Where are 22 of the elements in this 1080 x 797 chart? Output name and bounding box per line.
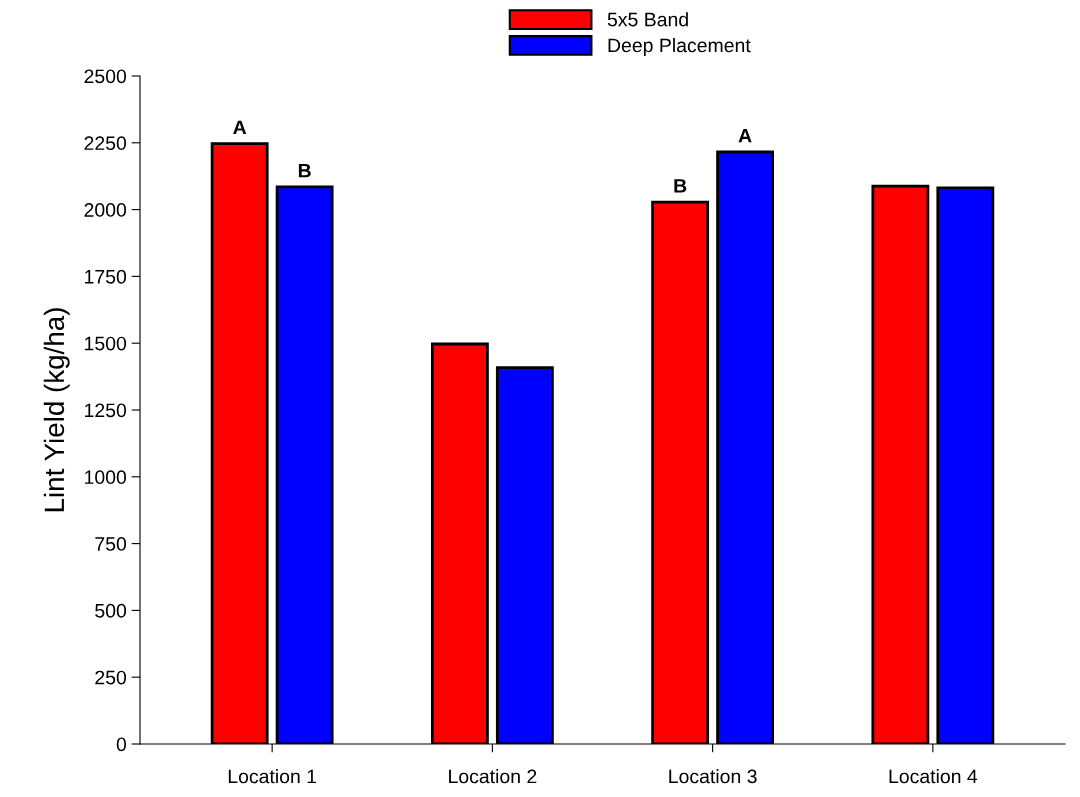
y-tick-label: 250: [95, 670, 127, 685]
x-tick-label: Location 2: [449, 769, 537, 784]
annotation: B: [298, 163, 311, 178]
x-tick-label: Location 3: [669, 769, 757, 784]
y-tick-label: 2500: [84, 69, 127, 84]
annotation: A: [738, 128, 752, 143]
y-axis-title: Lint Yield (kg/ha): [43, 308, 70, 512]
y-tick-label: 0: [116, 737, 127, 752]
annotation: A: [233, 120, 247, 135]
y-tick-label: 2250: [84, 136, 127, 151]
y-tick-label: 1000: [85, 470, 127, 485]
x-tick-label: Location 1: [228, 769, 317, 784]
y-tick-label: 1500: [85, 336, 127, 351]
y-tick-label: 1250: [85, 403, 127, 418]
legend-label: Deep Placement: [608, 37, 751, 57]
annotation: B: [674, 179, 687, 193]
y-tick-label: 2000: [84, 203, 127, 217]
y-tick-label: 1750: [85, 269, 127, 284]
x-tick-label: Location 4: [889, 769, 978, 784]
y-tick-label: 750: [95, 537, 127, 551]
legend-label: 5x5 Band: [607, 12, 688, 27]
y-tick-label: 500: [95, 603, 127, 618]
